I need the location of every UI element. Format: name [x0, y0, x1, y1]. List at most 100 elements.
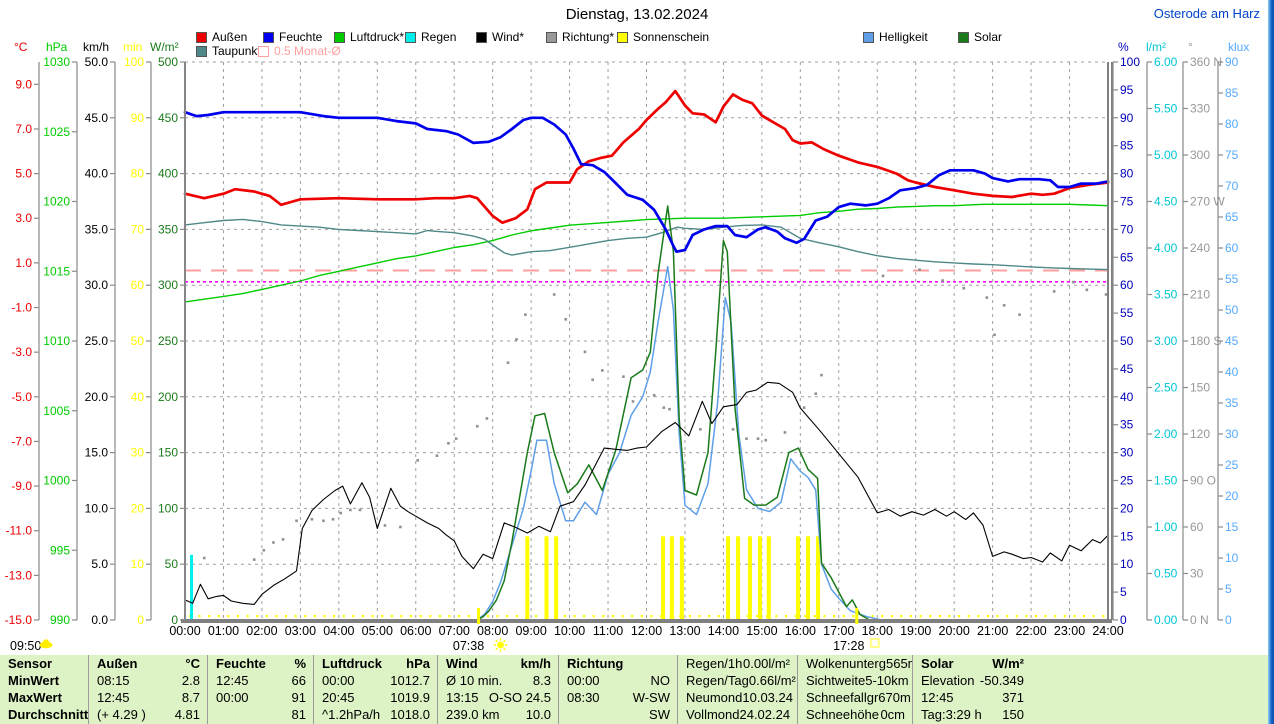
cell-label: 12:45 [97, 690, 130, 705]
svg-text:05:00: 05:00 [362, 624, 393, 638]
table-row: Solar W/m² [913, 655, 1031, 672]
sensor-summary-table: Sensor MinWert MaxWert Durchschnitt Außen °C 0… [0, 655, 1274, 724]
svg-text:30: 30 [1225, 427, 1239, 441]
svg-text:995: 995 [50, 543, 70, 557]
table-row: Neumond 10.03.24 [678, 689, 797, 706]
svg-text:-5.0: -5.0 [11, 390, 32, 404]
legend-swatch-icon [196, 31, 207, 43]
svg-text:23:00: 23:00 [1054, 624, 1085, 638]
svg-text:0.00: 0.00 [1154, 613, 1178, 627]
cell-label: (+ 4.29 ) [97, 707, 146, 722]
svg-text:65: 65 [1225, 210, 1239, 224]
cell-value: W-SW [632, 690, 670, 705]
table-row: 12:45 66 [208, 672, 313, 689]
svg-text:150: 150 [1190, 381, 1210, 395]
svg-text:0: 0 [1120, 613, 1127, 627]
svg-text:17:00: 17:00 [823, 624, 854, 638]
svg-text:4.50: 4.50 [1154, 195, 1178, 209]
legend-item-wind-: Wind* [476, 30, 524, 44]
station-link[interactable]: Osterode am Harz [1153, 6, 1260, 21]
table-column-wolkenunterg: Wolkenunterg565mSichtweite5-10kmSchneefa… [797, 655, 912, 724]
svg-text:360 N: 360 N [1190, 55, 1222, 69]
table-row: 00:00 91 [208, 689, 313, 706]
svg-text:-9.0: -9.0 [11, 479, 32, 493]
table-row: Sichtweite 5-10km [798, 672, 912, 689]
legend-label: 0.5 Monat-Ø [274, 44, 341, 58]
svg-text:hPa: hPa [46, 40, 68, 54]
legend-item-0-5-monat-: 0.5 Monat-Ø [258, 44, 341, 58]
svg-text:70: 70 [131, 222, 145, 236]
svg-text:13:00: 13:00 [669, 624, 700, 638]
cell-label: 00:00 [322, 673, 355, 688]
svg-text:20.0: 20.0 [85, 390, 109, 404]
cell-label: 239.0 km [446, 707, 500, 722]
cell-label: Neumond [686, 690, 743, 705]
svg-text:21:00: 21:00 [977, 624, 1008, 638]
svg-text:500: 500 [158, 55, 178, 69]
svg-text:100: 100 [158, 501, 178, 515]
table-row: 12:45 8.7 [89, 689, 207, 706]
legend-label: Taupunkt* [212, 44, 266, 58]
cell-value: W/m² [992, 656, 1024, 671]
legend-label: Regen [421, 30, 457, 44]
legend-swatch-icon [958, 31, 969, 43]
svg-text:50: 50 [1225, 303, 1239, 317]
svg-text:300: 300 [158, 278, 178, 292]
svg-text:-1.0: -1.0 [11, 301, 32, 315]
svg-text:0 N: 0 N [1190, 613, 1209, 627]
cell-label: Außen [97, 656, 138, 671]
svg-text:02:00: 02:00 [246, 624, 277, 638]
cell-value: 670m [878, 690, 911, 705]
svg-text:-13.0: -13.0 [5, 568, 33, 582]
svg-text:85: 85 [1225, 86, 1239, 100]
svg-text:l/m²: l/m² [1146, 40, 1166, 54]
cell-value: -50.349 [979, 673, 1024, 688]
svg-text:3.50: 3.50 [1154, 288, 1178, 302]
svg-text:5: 5 [1225, 582, 1232, 596]
moonrise-time: 09:50 [10, 639, 41, 653]
svg-text:15: 15 [1225, 520, 1239, 534]
svg-text:5.0: 5.0 [91, 557, 108, 571]
table-row: Regen/Tag 0.66l/m² [678, 672, 797, 689]
table-row: 13:15 O-SO 24.5 [438, 689, 558, 706]
svg-text:150: 150 [158, 446, 178, 460]
table-row: SW [559, 706, 677, 723]
cell-value: 1018.0 [390, 707, 430, 722]
svg-text:10: 10 [1120, 557, 1134, 571]
svg-text:5.00: 5.00 [1154, 148, 1178, 162]
svg-text:65: 65 [1120, 250, 1134, 264]
cell-value: NO [650, 673, 671, 688]
svg-text:-7.0: -7.0 [11, 434, 32, 448]
svg-text:250: 250 [158, 334, 178, 348]
legend-swatch-icon [334, 31, 345, 43]
svg-text:15: 15 [1120, 529, 1134, 543]
legend-label: Feuchte [279, 30, 323, 44]
svg-text:270 W: 270 W [1190, 195, 1225, 209]
legend-item-solar: Solar [958, 30, 1002, 44]
svg-text:55: 55 [1120, 306, 1134, 320]
svg-text:1000: 1000 [43, 474, 70, 488]
svg-text:W/m²: W/m² [150, 40, 179, 54]
table-column-wind: Wind km/h Ø 10 min. 8.3 13:15 O-SO 24.5 239.0 … [437, 655, 558, 724]
svg-text:1030: 1030 [43, 55, 70, 69]
svg-text:2.00: 2.00 [1154, 427, 1178, 441]
svg-text:10: 10 [1225, 551, 1239, 565]
svg-text:25.0: 25.0 [85, 334, 109, 348]
table-row: 00:00 1012.7 [314, 672, 437, 689]
table-column-luftdruck: Luftdruck hPa 00:00 1012.7 20:45 1019.9 ^1.2hP… [313, 655, 437, 724]
svg-text:60: 60 [1120, 278, 1134, 292]
svg-text:0.50: 0.50 [1154, 567, 1178, 581]
legend-item-richtung-: Richtung* [546, 30, 614, 44]
cell-value: O-SO 24.5 [488, 690, 551, 705]
legend-swatch-icon [863, 31, 874, 43]
svg-text:210: 210 [1190, 288, 1210, 302]
svg-text:85: 85 [1120, 139, 1134, 153]
legend-item-feuchte: Feuchte [263, 30, 322, 44]
cell-value: 1012.7 [390, 673, 430, 688]
table-row: Regen/1h 0.00l/m² [678, 655, 797, 672]
sunset-icon [869, 638, 880, 648]
svg-text:0: 0 [171, 613, 178, 627]
svg-text:40.0: 40.0 [85, 167, 109, 181]
svg-text:0: 0 [1225, 613, 1232, 627]
table-column-solar: Solar W/m² Elevation -50.349 12:45 371 Tag:3:2… [912, 655, 1274, 724]
